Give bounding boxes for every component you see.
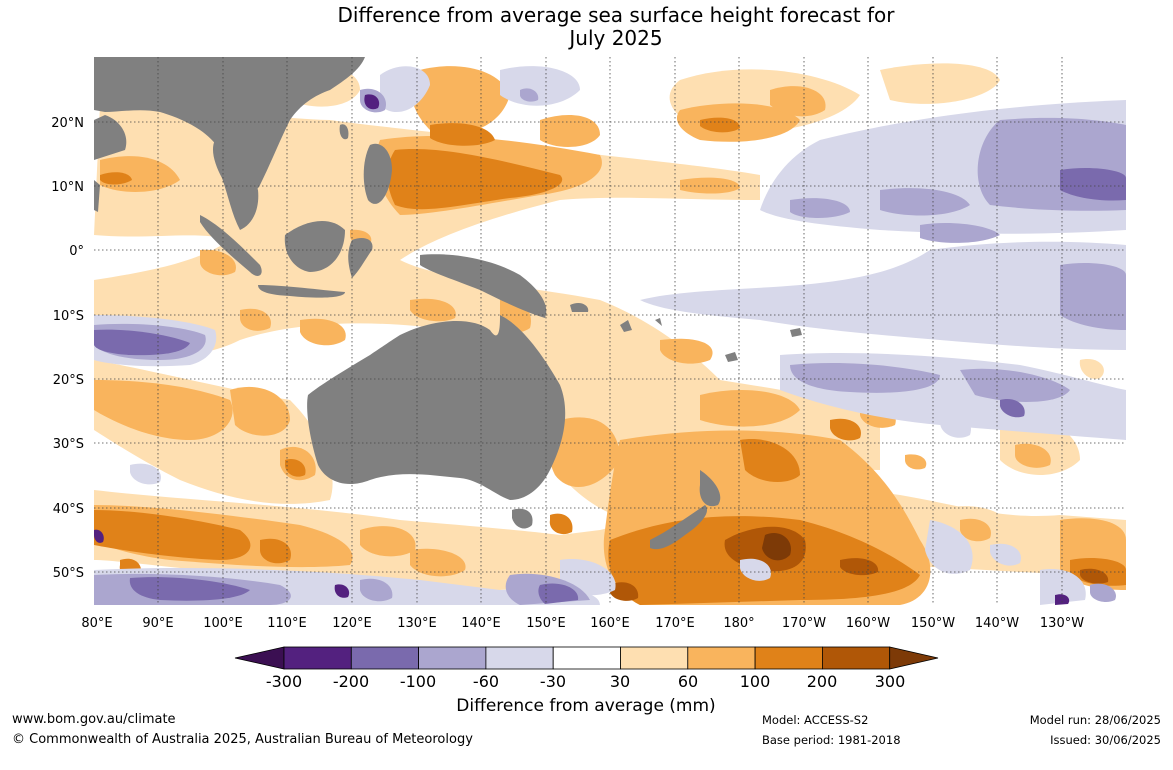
legend-swatch (889, 646, 939, 670)
lon-label: 110°E (267, 616, 307, 631)
philippines (363, 143, 392, 204)
anomaly-minus-100-200-areas (94, 167, 1126, 604)
legend-tick-label: -300 (266, 672, 302, 691)
legend-tick-label: 300 (875, 672, 906, 691)
sulawesi (348, 238, 373, 278)
new-zealand-north (699, 470, 721, 507)
land-areas (94, 57, 802, 550)
lon-label: 160°W (846, 616, 890, 631)
lat-label: 50°S (53, 566, 84, 581)
lat-label: 0° (69, 244, 84, 259)
legend-tick-label: 200 (807, 672, 838, 691)
lon-label: 100°E (203, 616, 243, 631)
legend-tick-label: -30 (540, 672, 566, 691)
lat-label: 30°S (53, 437, 84, 452)
sri-lanka (94, 180, 100, 212)
legend-swatch (234, 646, 285, 670)
base-period: Base period: 1981-2018 (762, 733, 901, 747)
model-run-date: Model run: 28/06/2025 (1029, 713, 1161, 727)
legend-swatch (350, 646, 419, 670)
legend-swatch (552, 646, 621, 670)
australia (307, 315, 566, 500)
lon-label: 140°W (975, 616, 1019, 631)
anomaly-minus-60-100-areas (94, 88, 1126, 605)
legend-tick-label: -60 (473, 672, 499, 691)
lon-label: 80°E (81, 616, 112, 631)
lon-label: 90°E (142, 616, 173, 631)
legend-swatch (687, 646, 756, 670)
grid-lines (94, 57, 1126, 605)
website-url: www.bom.gov.au/climate (12, 712, 176, 727)
legend-swatch (754, 646, 823, 670)
lat-label: 40°S (53, 502, 84, 517)
japan-south (330, 58, 359, 70)
legend-colorbar (234, 646, 939, 670)
lon-label: 180° (723, 616, 754, 631)
new-zealand-south (650, 505, 708, 550)
legend-tick-label: -200 (333, 672, 369, 691)
issued-date: Issued: 30/06/2025 (1050, 733, 1161, 747)
indochina (212, 140, 259, 230)
legend-swatch (283, 646, 352, 670)
title-line-1: Difference from average sea surface heig… (337, 3, 895, 27)
legend-tick-labels: -300 -200 -100 -60 -30 30 60 100 200 300 (266, 672, 905, 691)
lon-label: 150°E (526, 616, 566, 631)
lon-label: 160°E (590, 616, 630, 631)
anomaly-minus-200-300-areas (94, 94, 1070, 605)
lon-label: 170°W (782, 616, 826, 631)
legend-swatch (485, 646, 554, 670)
legend-tick-label: 30 (610, 672, 630, 691)
new-guinea (420, 254, 547, 318)
copyright-notice: © Commonwealth of Australia 2025, Austra… (12, 732, 473, 747)
legend-swatch (822, 646, 891, 670)
lon-label: 130°W (1040, 616, 1084, 631)
borneo (284, 220, 345, 272)
anomaly-above-300-area (762, 532, 791, 561)
lat-label: 20°N (51, 116, 84, 131)
sumatra (200, 215, 262, 276)
legend-tick-label: -100 (400, 672, 436, 691)
title-line-2: July 2025 (569, 26, 663, 50)
lon-label: 130°E (397, 616, 437, 631)
legend-tick-label: 60 (678, 672, 698, 691)
lat-label: 10°N (51, 180, 84, 195)
model-name: Model: ACCESS-S2 (762, 713, 869, 727)
asia-mainland (94, 57, 365, 193)
chart-title: Difference from average sea surface heig… (0, 4, 1173, 50)
legend-swatch (620, 646, 689, 670)
legend-tick-label: 100 (740, 672, 771, 691)
lon-label: 150°W (911, 616, 955, 631)
lat-label: 20°S (53, 373, 84, 388)
lon-label: 140°E (461, 616, 501, 631)
latitude-labels: 20°N 10°N 0° 10°S 20°S 30°S 40°S 50°S (51, 116, 84, 581)
lon-label: 170°E (655, 616, 695, 631)
longitude-labels: 80°E 90°E 100°E 110°E 120°E 130°E 140°E … (81, 616, 1084, 631)
java (258, 285, 345, 298)
lon-label: 120°E (332, 616, 372, 631)
legend-title: Difference from average (mm) (456, 696, 716, 716)
legend-swatch (418, 646, 487, 670)
india-peninsula (94, 115, 127, 160)
tasmania (512, 508, 533, 529)
taiwan (339, 124, 349, 140)
lat-label: 10°S (53, 309, 84, 324)
